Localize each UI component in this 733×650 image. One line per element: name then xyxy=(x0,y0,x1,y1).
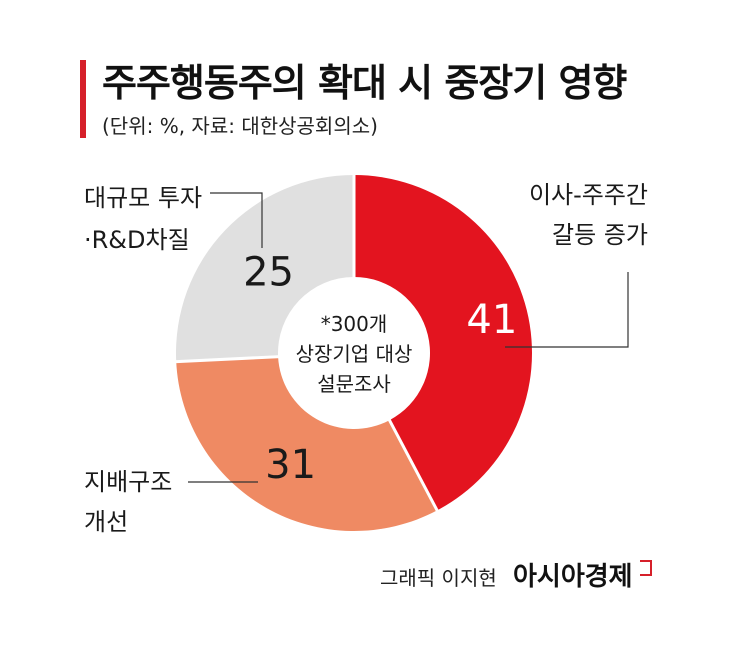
donut-slice xyxy=(175,175,354,362)
slice-category-label: 갈등 증가 xyxy=(552,221,648,249)
leader-line xyxy=(505,272,629,348)
title-accent-bar xyxy=(80,60,86,138)
center-note-line: 상장기업 대상 xyxy=(296,342,413,366)
donut-slice xyxy=(176,356,438,532)
slice-value-label: 25 xyxy=(243,250,294,296)
slice-category-label: 개선 xyxy=(84,508,128,536)
page-subtitle: (단위: %, 자료: 대한상공회의소) xyxy=(102,114,378,138)
slice-value-label: 31 xyxy=(265,442,316,488)
brand-mark-icon xyxy=(640,560,652,576)
slice-category-label: 이사-주주간 xyxy=(529,181,648,209)
slice-value-label: 41 xyxy=(466,297,517,343)
center-note-line: 설문조사 xyxy=(317,372,391,396)
slice-category-label: 지배구조 xyxy=(84,468,172,496)
slice-separator xyxy=(387,417,440,513)
leader-line xyxy=(210,192,263,248)
page-title: 주주행동주의 확대 시 중장기 영향 xyxy=(102,61,627,105)
center-note-line: *300개 xyxy=(321,312,388,336)
donut-slice xyxy=(354,175,532,511)
slice-category-label: 대규모 투자 xyxy=(84,184,202,212)
graphic-credit: 그래픽 이지현 xyxy=(380,566,497,590)
slice-category-label: ·R&D차질 xyxy=(84,226,190,254)
brand-logo: 아시아경제 xyxy=(513,562,633,592)
slice-separator xyxy=(174,355,281,364)
